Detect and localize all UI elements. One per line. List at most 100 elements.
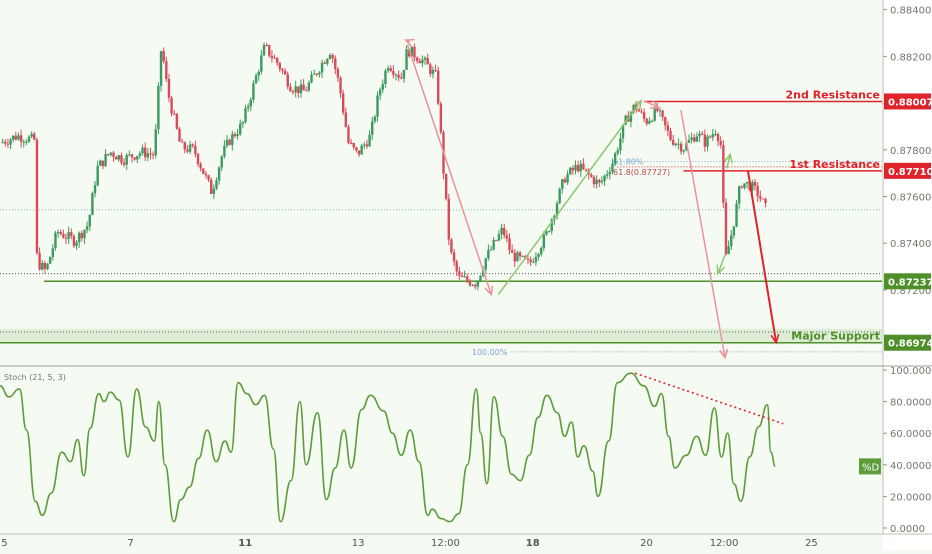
level-price-label: 0.86974 (888, 339, 932, 350)
candle-body (183, 142, 186, 150)
candle-body (101, 160, 105, 167)
candle-body (751, 182, 754, 191)
candle-body (487, 249, 490, 259)
candle-body (455, 261, 458, 272)
candle-body (384, 70, 387, 85)
candle-body (368, 134, 371, 147)
level-price-tag (884, 273, 931, 290)
candle-body (611, 163, 614, 172)
candle-body (260, 55, 263, 72)
candle-body (669, 130, 672, 141)
pattern-arrow-down-head (484, 285, 494, 297)
candle-body (11, 135, 15, 140)
candle-body (664, 116, 667, 126)
price-tick-label: 0.88400 (890, 6, 931, 17)
candle-body (415, 57, 419, 61)
candle-body (72, 236, 76, 246)
candle-body (223, 145, 226, 157)
candle-body (64, 237, 68, 239)
candle-body (323, 62, 326, 64)
candle-body (613, 153, 617, 164)
candle-body (671, 140, 675, 145)
candle-body (563, 179, 567, 183)
candle-body (344, 112, 348, 127)
candle-body (196, 153, 200, 165)
candle-body (141, 147, 144, 154)
candle-body (143, 147, 147, 158)
candle-body (648, 120, 651, 124)
candle-body (674, 143, 678, 145)
candle-body (595, 179, 598, 185)
candle-body (310, 74, 313, 83)
candle-body (93, 185, 97, 194)
candle-body (716, 134, 720, 142)
candle-body (447, 198, 450, 240)
divergence-line (634, 372, 784, 425)
candle-body (305, 90, 308, 92)
candle-body (561, 179, 564, 189)
candle-body (468, 280, 472, 286)
candle-body (714, 134, 717, 136)
candle-body (516, 252, 519, 262)
candle-body (640, 111, 643, 113)
price-tick-label: 0.88200 (890, 52, 931, 63)
level-name-label: 1st Resistance (789, 158, 880, 171)
stoch-tick-label: 100.0000 (890, 366, 932, 377)
candle-body (708, 136, 712, 138)
level-price-label: 0.87237 (888, 277, 932, 288)
candle-body (537, 253, 540, 257)
stoch-tick-label: 40.0000 (890, 461, 931, 472)
candle-body (558, 188, 561, 204)
support-zone-band (0, 328, 882, 343)
candle-body (225, 139, 229, 146)
candle-body (576, 165, 580, 172)
candle-body (120, 155, 123, 163)
candle-body (33, 133, 36, 140)
candle-body (547, 231, 551, 233)
pattern-arrow-up-head (632, 99, 643, 110)
candle-body (307, 82, 311, 91)
candle-body (268, 45, 271, 56)
candle-body (207, 175, 210, 180)
candle-body (51, 248, 54, 257)
candle-body (6, 143, 10, 145)
candle-body (378, 89, 382, 96)
candle-body (312, 73, 316, 75)
candle-body (194, 145, 197, 154)
candle-body (376, 95, 379, 117)
candle-body (326, 58, 329, 64)
candle-body (495, 240, 498, 242)
candle-body (151, 154, 155, 156)
fib-label: 61.8(0.87727) (613, 168, 670, 177)
candle-body (357, 150, 361, 155)
candle-body (693, 137, 696, 142)
candle-body (579, 163, 582, 172)
candle-body (407, 49, 411, 57)
level-price-tag (884, 162, 931, 179)
candle-body (257, 71, 260, 76)
candle-body (294, 86, 297, 93)
candle-body (283, 70, 287, 75)
candle-body (727, 246, 730, 255)
candle-body (331, 55, 334, 59)
candle-body (286, 74, 289, 87)
candle-body (677, 143, 680, 145)
candle-body (352, 143, 355, 148)
fib-label: 61.80% (613, 157, 644, 166)
candle-body (146, 153, 150, 158)
candle-body (542, 234, 546, 249)
candle-body (233, 134, 237, 137)
candle-body (173, 113, 176, 115)
candle-body (302, 84, 305, 91)
level-price-label: 0.88007 (888, 97, 932, 108)
candle-body (764, 198, 767, 204)
price-tick-label: 0.87400 (890, 239, 931, 250)
candle-body (204, 173, 208, 176)
candle-body (616, 150, 619, 154)
candle-body (571, 167, 575, 171)
candle-body (270, 55, 274, 58)
candle-body (278, 63, 282, 70)
pattern-arrow-small-head (723, 152, 733, 164)
level-name-label: Major Support (791, 330, 880, 343)
candle-body (341, 93, 345, 113)
